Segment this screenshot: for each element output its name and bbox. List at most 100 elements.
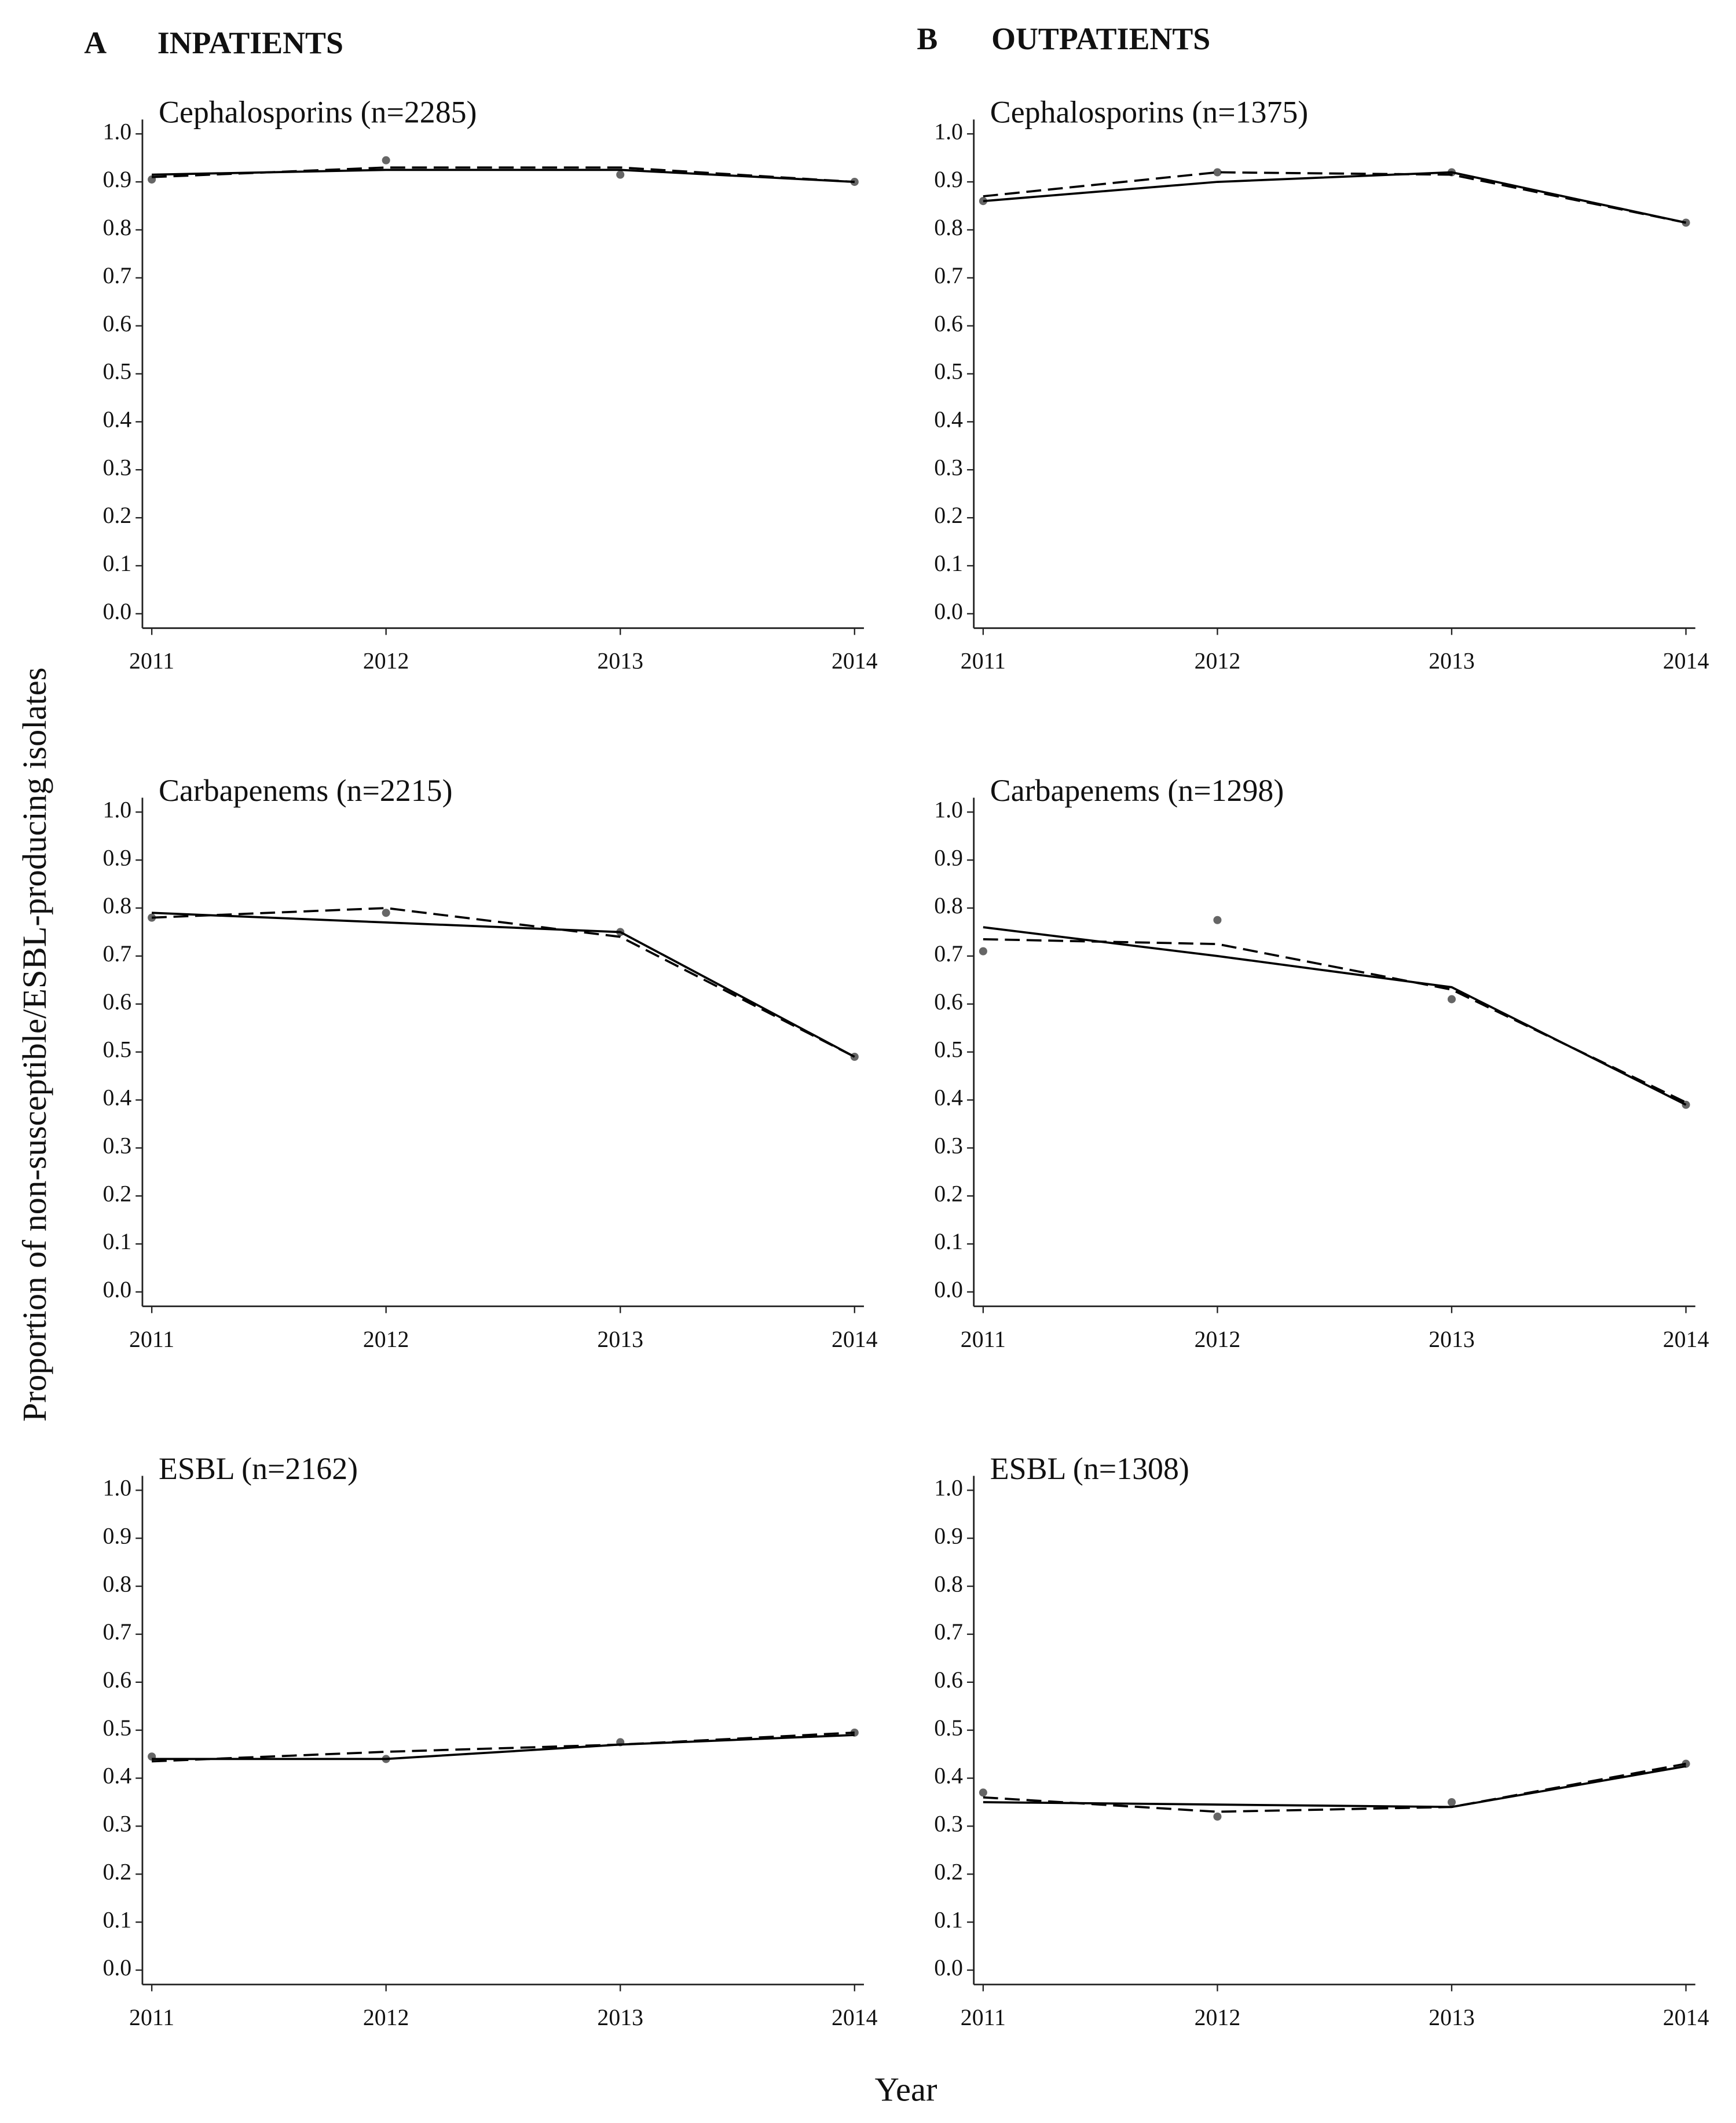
y-tick-label: 0.1 [934,1907,963,1932]
y-tick-label: 0.8 [934,1571,963,1597]
y-tick-label: 0.0 [934,1955,963,1981]
y-tick-label: 0.5 [934,1715,963,1741]
y-tick-label: 0.7 [934,1619,963,1645]
y-tick-label: 0.6 [102,311,131,336]
y-tick-label: 0.9 [102,1523,131,1549]
data-point [616,170,625,179]
y-tick-label: 1.0 [102,1476,131,1501]
x-tick-label: 2011 [961,2005,1006,2030]
y-tick-label: 0.2 [102,503,131,528]
solid-line [983,926,1687,1106]
y-tick-label: 0.7 [102,941,131,967]
y-tick-label: 0.3 [102,1133,131,1158]
x-tick-label: 2011 [129,2005,174,2030]
panel-title: Cephalosporins (n=1375) [990,95,1308,130]
data-point [148,913,156,922]
y-tick-label: 0.2 [934,1859,963,1884]
dashed-line [152,1731,855,1763]
dashed-line [152,166,855,183]
y-tick-label: 0.5 [934,1037,963,1063]
panel-title: ESBL (n=1308) [990,1451,1189,1486]
dashed-line [983,938,1687,1104]
solid-line [983,171,1686,224]
y-tick-label: 0.3 [934,1811,963,1837]
x-tick-label: 2011 [129,1327,174,1352]
y-tick-label: 0.0 [102,599,131,624]
y-tick-label: 0.1 [102,1907,131,1932]
y-tick-label: 0.0 [102,1955,131,1981]
solid-line [983,1765,1686,1809]
y-tick-label: 0.2 [102,1859,131,1884]
y-tick-label: 0.7 [102,1619,131,1645]
y-tick-label: 0.9 [934,1523,963,1549]
y-tick-label: 0.6 [934,989,963,1015]
y-tick-label: 1.0 [934,1476,963,1501]
solid-line [152,1734,855,1760]
y-tick-label: 0.4 [934,1085,963,1111]
data-point [382,909,390,917]
y-tick-label: 0.8 [934,893,963,918]
y-tick-label: 0.9 [934,845,963,870]
x-tick-label: 2011 [961,1327,1006,1352]
x-tick-label: 2011 [961,649,1006,674]
panel-title: Carbapenems (n=1298) [990,773,1284,808]
y-tick-label: 1.0 [102,119,131,144]
y-tick-label: 0.7 [934,263,963,288]
panel-title: Cephalosporins (n=2285) [159,95,477,130]
y-tick-label: 0.3 [934,455,963,480]
y-tick-label: 0.1 [934,1229,963,1254]
solid-line [152,912,855,1058]
y-tick-label: 0.2 [934,1181,963,1206]
x-tick-label: 2013 [597,2005,643,2030]
y-tick-label: 0.5 [102,1037,131,1063]
data-point [382,156,390,164]
y-axis-label: Proportion of non-susceptible/ESBL-produ… [16,667,53,1422]
data-point [979,197,987,206]
y-tick-label: 0.7 [934,941,963,967]
x-tick-label: 2014 [1663,2005,1709,2030]
y-tick-label: 0.3 [934,1133,963,1158]
panel-letter: B [917,21,937,56]
y-tick-label: 0.8 [102,893,131,918]
x-tick-label: 2014 [1663,649,1709,674]
y-tick-label: 0.9 [934,167,963,192]
y-tick-label: 1.0 [102,797,131,822]
panel-title: Carbapenems (n=2215) [159,773,452,808]
x-tick-label: 2014 [832,1327,878,1352]
y-tick-label: 0.5 [934,359,963,385]
dashed-line [983,1762,1686,1813]
x-tick-label: 2012 [1195,649,1241,674]
panel-title: ESBL (n=2162) [159,1451,358,1486]
y-tick-label: 0.3 [102,455,131,480]
x-tick-label: 2014 [832,649,878,674]
x-tick-label: 2014 [1663,1327,1709,1352]
panel-heading: INPATIENTS [158,25,343,60]
y-tick-label: 1.0 [934,119,963,144]
dashed-line [983,171,1686,224]
y-tick-label: 0.8 [102,1571,131,1597]
data-point [1447,995,1456,1004]
y-tick-label: 0.1 [934,551,963,576]
x-tick-label: 2012 [1195,2005,1241,2030]
y-tick-label: 0.6 [934,1667,963,1693]
y-tick-label: 0.9 [102,167,131,192]
x-tick-label: 2013 [1429,1327,1475,1352]
y-tick-label: 0.6 [102,989,131,1015]
data-point [1213,168,1222,177]
y-tick-label: 0.6 [934,311,963,336]
y-tick-label: 0.5 [102,1715,131,1741]
data-point [1447,1798,1456,1807]
y-tick-label: 0.4 [102,407,131,433]
x-tick-label: 2013 [1429,2005,1475,2030]
data-point [1213,1812,1222,1821]
x-tick-label: 2014 [832,2005,878,2030]
x-tick-label: 2013 [1429,649,1475,674]
x-tick-label: 2012 [363,1327,409,1352]
x-tick-label: 2013 [597,1327,643,1352]
x-tick-label: 2012 [1195,1327,1241,1352]
data-point [979,1788,987,1797]
x-tick-label: 2013 [597,649,643,674]
data-point [1213,916,1222,924]
